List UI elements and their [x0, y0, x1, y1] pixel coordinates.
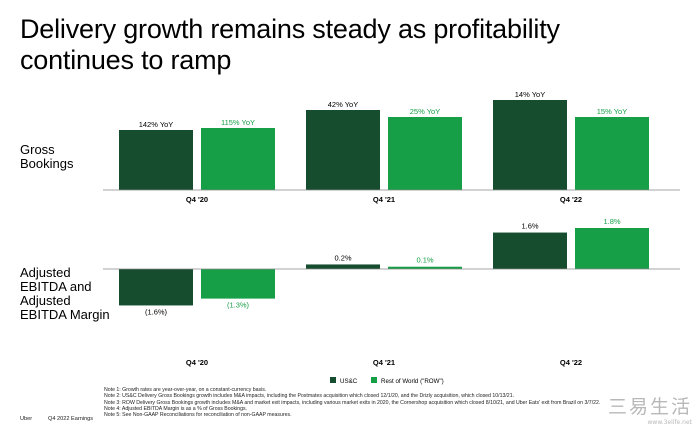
ebitda-tick-2: Q4 '21: [373, 358, 395, 367]
ebitda-label-usc-2: 0.2%: [334, 253, 351, 262]
watermark: 三易生活 www.3elife.net: [608, 392, 692, 426]
footnotes: Note 1: Growth rates are year-over-year,…: [104, 387, 624, 418]
ebitda-tick-1: Q4 '20: [186, 358, 208, 367]
gb-tick-2: Q4 '21: [373, 195, 395, 204]
page-title: Delivery growth remains steady as profit…: [20, 14, 560, 75]
gb-bar-usc-3: [493, 100, 567, 190]
gb-label-usc-1: 142% YoY: [139, 120, 174, 129]
ebitda-label-row-1: (1.3%): [227, 301, 250, 310]
ebitda-label-row-2: 0.1%: [416, 256, 433, 265]
footer-doc: Q4 2022 Earnings: [48, 416, 94, 422]
legend-row-label: Rest of World ("ROW"): [381, 378, 444, 385]
footer-brand: Uber: [20, 416, 33, 422]
watermark-sub: www.3elife.net: [647, 419, 692, 426]
note-4: Note 4: Adjusted EBITDA Margin is as a %…: [104, 405, 248, 412]
gb-label-row-3: 15% YoY: [597, 107, 627, 116]
ebitda-bar-row-2: [388, 266, 462, 269]
ebitda-bar-usc-3: [493, 232, 567, 269]
watermark-main: 三易生活: [607, 396, 692, 418]
gb-bar-usc-1: [119, 130, 193, 190]
gb-bar-row-2: [388, 117, 462, 190]
gb-bar-row-1: [201, 128, 275, 190]
ebitda-label-usc-1: (1.6%): [145, 307, 168, 316]
gb-label-row-2: 25% YoY: [410, 107, 440, 116]
gb-bar-usc-2: [306, 110, 380, 190]
legend-usc-label: US&C: [340, 378, 358, 385]
ebitda-bar-usc-1: [119, 269, 193, 306]
ebitda-label: Adjusted EBITDA and Adjusted EBITDA Marg…: [20, 265, 110, 322]
gb-bar-row-3: [575, 117, 649, 190]
ebitda-bar-row-3: [575, 228, 649, 269]
note-2: Note 2: US&C Delivery Gross Bookings gro…: [104, 393, 515, 400]
gb-tick-1: Q4 '20: [186, 195, 208, 204]
legend-row-swatch: [371, 377, 377, 383]
ebitda-tick-3: Q4 '22: [560, 358, 582, 367]
note-3: Note 3: ROW Delivery Gross Bookings grow…: [104, 399, 601, 406]
note-5: Note 5: See Non-GAAP Reconciliations for…: [104, 412, 292, 419]
gross-bookings-label: Gross Bookings: [20, 142, 74, 171]
ebitda-label-usc-3: 1.6%: [521, 222, 538, 231]
legend-usc-swatch: [330, 377, 336, 383]
gb-label-usc-2: 42% YoY: [328, 100, 358, 109]
ebitda-bar-usc-2: [306, 264, 380, 269]
gb-tick-3: Q4 '22: [560, 195, 582, 204]
ebitda-label-row-3: 1.8%: [603, 217, 620, 226]
note-1: Note 1: Growth rates are year-over-year,…: [104, 387, 267, 393]
gb-label-usc-3: 14% YoY: [515, 90, 545, 99]
ebitda-bar-row-1: [201, 269, 275, 299]
gb-label-row-1: 115% YoY: [221, 118, 255, 127]
